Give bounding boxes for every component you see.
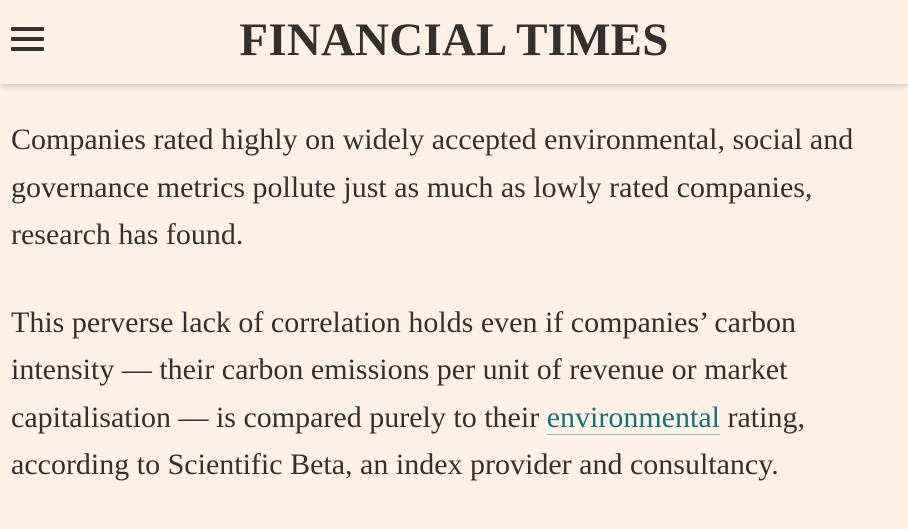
article-paragraph: Companies rated highly on widely accepte… [11,123,854,251]
paragraph-text: This perverse lack of correlation holds … [11,305,796,434]
hamburger-menu-icon[interactable] [11,26,44,52]
site-header: FINANCIAL TIMES [0,0,908,84]
menu-bar [11,37,44,41]
paragraph-text: rating, according to Scientific Beta, an… [11,400,805,482]
environmental-link[interactable]: environmental [546,400,720,435]
article-body: Companies rated highly on widely accepte… [11,116,901,529]
article-paragraph: This perverse lack of correlation holds … [11,299,901,489]
masthead-logo[interactable]: FINANCIAL TIMES [239,14,669,66]
menu-bar [11,27,44,31]
menu-bar [11,47,44,51]
